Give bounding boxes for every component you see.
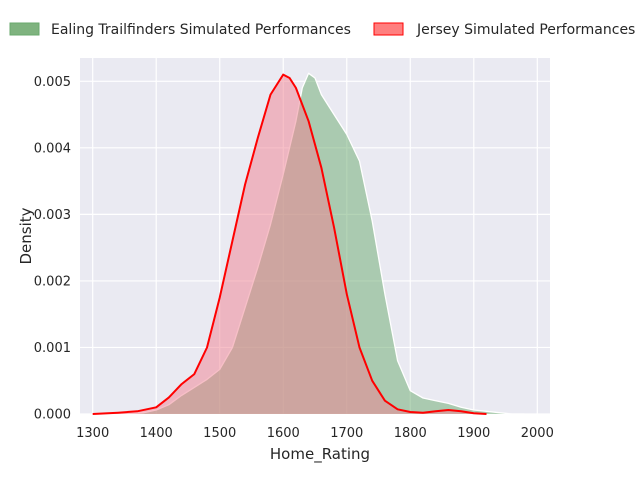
x-tick-label: 2000 bbox=[521, 426, 554, 441]
x-axis-label: Home_Rating bbox=[270, 445, 370, 464]
y-axis-ticks: 0.000 0.001 0.002 0.003 0.004 0.005 bbox=[34, 75, 71, 423]
legend-label-ealing: Ealing Trailfinders Simulated Performanc… bbox=[51, 22, 351, 38]
legend-label-jersey: Jersey Simulated Performances bbox=[416, 22, 635, 38]
x-tick-label: 1900 bbox=[457, 426, 490, 441]
x-tick-label: 1400 bbox=[140, 426, 173, 441]
series-layer bbox=[92, 72, 525, 415]
x-axis-ticks: 1300 1400 1500 1600 1700 1800 1900 2000 bbox=[76, 426, 554, 441]
series-line-jersey bbox=[92, 73, 487, 415]
legend-swatch-ealing bbox=[9, 22, 40, 36]
legend: Ealing Trailfinders Simulated Performanc… bbox=[9, 22, 635, 38]
series-area-jersey bbox=[92, 74, 487, 414]
y-tick-label: 0.003 bbox=[34, 208, 71, 223]
x-tick-label: 1800 bbox=[394, 426, 427, 441]
y-tick-label: 0.005 bbox=[34, 75, 71, 90]
x-tick-label: 1600 bbox=[267, 426, 300, 441]
y-tick-label: 0.001 bbox=[34, 341, 71, 356]
y-axis-label: Density bbox=[17, 207, 35, 264]
y-tick-label: 0.002 bbox=[34, 274, 71, 289]
x-tick-label: 1700 bbox=[330, 426, 363, 441]
x-tick-label: 1500 bbox=[203, 426, 236, 441]
y-tick-label: 0.000 bbox=[34, 408, 71, 423]
x-tick-label: 1300 bbox=[76, 426, 109, 441]
legend-swatch-jersey bbox=[373, 22, 404, 36]
y-tick-label: 0.004 bbox=[34, 141, 71, 156]
